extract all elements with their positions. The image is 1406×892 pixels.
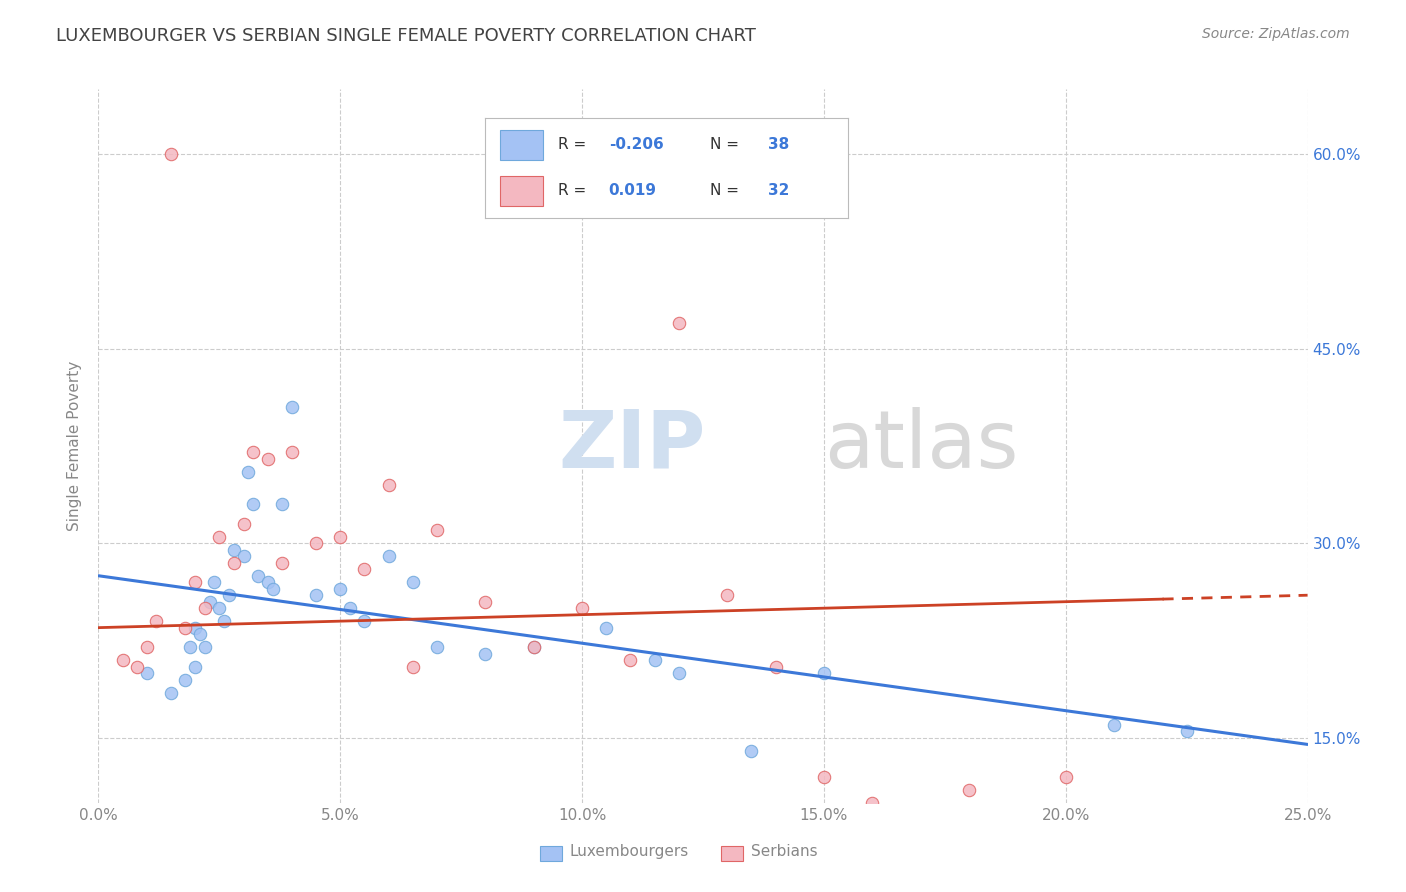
Point bbox=[402, 575, 425, 590]
Point bbox=[271, 497, 294, 511]
Point bbox=[716, 588, 738, 602]
Point bbox=[740, 744, 762, 758]
Point bbox=[377, 478, 399, 492]
Point bbox=[242, 445, 264, 459]
Point bbox=[208, 530, 231, 544]
Point bbox=[305, 536, 328, 550]
Point bbox=[232, 549, 254, 564]
Point bbox=[212, 614, 235, 628]
Point bbox=[194, 640, 217, 654]
Point bbox=[256, 575, 278, 590]
Point bbox=[281, 400, 304, 414]
Point bbox=[329, 582, 352, 596]
Point bbox=[232, 516, 254, 531]
Point bbox=[644, 653, 666, 667]
Point bbox=[668, 316, 690, 330]
Point bbox=[668, 666, 690, 681]
Point bbox=[474, 595, 496, 609]
Point bbox=[160, 685, 183, 699]
Text: atlas: atlas bbox=[824, 407, 1018, 485]
Y-axis label: Single Female Poverty: Single Female Poverty bbox=[67, 361, 83, 531]
Point bbox=[135, 640, 157, 654]
Point bbox=[271, 556, 294, 570]
Point bbox=[145, 614, 167, 628]
Point bbox=[1054, 770, 1077, 784]
Point bbox=[329, 530, 352, 544]
Point bbox=[218, 588, 240, 602]
Point bbox=[1175, 724, 1198, 739]
Point bbox=[860, 796, 883, 810]
Point bbox=[595, 621, 617, 635]
Point bbox=[619, 653, 641, 667]
Point bbox=[262, 582, 284, 596]
Point bbox=[1102, 718, 1125, 732]
Point bbox=[426, 524, 449, 538]
Point bbox=[571, 601, 593, 615]
Point bbox=[127, 659, 149, 673]
Point bbox=[160, 147, 183, 161]
Point bbox=[813, 770, 835, 784]
Point bbox=[256, 452, 278, 467]
Point bbox=[184, 621, 207, 635]
Text: ZIP: ZIP bbox=[558, 407, 706, 485]
Point bbox=[198, 595, 221, 609]
Point bbox=[377, 549, 399, 564]
Point bbox=[184, 659, 207, 673]
FancyBboxPatch shape bbox=[721, 846, 742, 862]
Text: Serbians: Serbians bbox=[751, 844, 818, 859]
Point bbox=[111, 653, 134, 667]
Point bbox=[222, 556, 245, 570]
Text: Source: ZipAtlas.com: Source: ZipAtlas.com bbox=[1202, 27, 1350, 41]
Text: LUXEMBOURGER VS SERBIAN SINGLE FEMALE POVERTY CORRELATION CHART: LUXEMBOURGER VS SERBIAN SINGLE FEMALE PO… bbox=[56, 27, 756, 45]
Point bbox=[353, 562, 375, 576]
Point bbox=[402, 659, 425, 673]
Point bbox=[247, 568, 270, 582]
Point bbox=[765, 659, 787, 673]
Point bbox=[339, 601, 361, 615]
Point bbox=[208, 601, 231, 615]
FancyBboxPatch shape bbox=[540, 846, 561, 862]
Point bbox=[238, 465, 260, 479]
Point bbox=[188, 627, 211, 641]
Text: Luxembourgers: Luxembourgers bbox=[569, 844, 689, 859]
Point bbox=[222, 542, 245, 557]
Point bbox=[174, 621, 197, 635]
Point bbox=[426, 640, 449, 654]
Point bbox=[523, 640, 546, 654]
Point bbox=[194, 601, 217, 615]
Point bbox=[184, 575, 207, 590]
Point bbox=[281, 445, 304, 459]
Point bbox=[179, 640, 201, 654]
Point bbox=[305, 588, 328, 602]
Point bbox=[174, 673, 197, 687]
Point bbox=[813, 666, 835, 681]
Point bbox=[204, 575, 226, 590]
Point bbox=[242, 497, 264, 511]
Point bbox=[957, 782, 980, 797]
Point bbox=[474, 647, 496, 661]
Point bbox=[523, 640, 546, 654]
Point bbox=[353, 614, 375, 628]
Point bbox=[135, 666, 157, 681]
